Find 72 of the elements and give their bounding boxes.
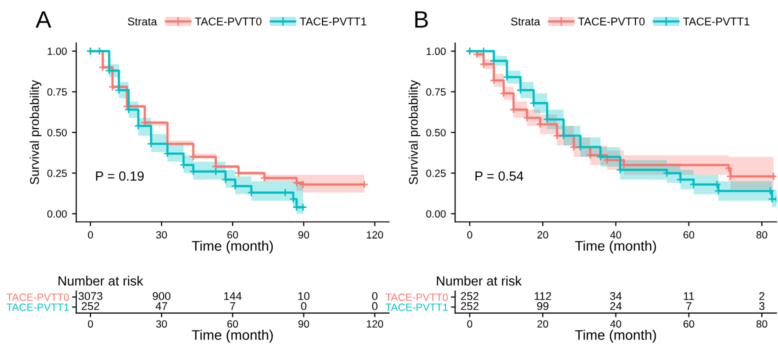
x-tick-label: 90 [298,231,310,239]
y-tick-label: 0.50 [426,128,446,136]
x-tick-label: 80 [756,231,768,239]
legend-label: TACE-PVTT0 [578,18,645,26]
y-tick-label: TACE-PVTT0 [386,294,448,301]
x-tick-label: 120 [366,231,384,239]
annotation: P = 0.19 [96,171,144,181]
data-label: 3073 [78,292,102,300]
x-tick-label: 0 [467,231,472,239]
x-tick-label: 40 [610,320,622,328]
annotation: P = 0.54 [475,171,524,181]
y-tick-label: 1.00 [426,48,446,56]
data-label: 7 [686,302,692,310]
data-label: 47 [156,302,168,310]
legend-label: TACE-PVTT1 [300,18,366,26]
y-tick-label: 0.00 [47,210,67,218]
data-label: 0 [372,292,378,300]
data-label: 99 [537,302,548,310]
x-axis-title: Time (month) [575,240,656,254]
data-label: 2 [759,292,764,300]
data-label: 0 [372,302,378,310]
x-tick-label: 60 [684,320,694,328]
data-label: 252 [82,302,100,310]
x-axis-title: Time (month) [192,240,273,254]
data-label: 144 [224,292,242,300]
chart-title: B [415,11,428,28]
x-tick-label: 0 [467,320,472,328]
y-tick-label: 0.00 [426,210,446,218]
chart-title: Number at risk [58,276,144,286]
data-label: 24 [610,302,622,310]
y-tick-label: TACE-PVTT1 [6,304,69,311]
x-tick-label: 0 [88,231,93,239]
y-tick-label: 0.50 [47,128,67,136]
y-tick-label: TACE-PVTT1 [386,304,448,311]
data-label: 11 [684,292,694,300]
legend-label: TACE-PVTT1 [683,18,750,26]
x-tick-label: 80 [756,320,768,328]
x-tick-label: 90 [298,320,310,328]
data-label: 3 [759,302,764,310]
x-tick-label: 40 [610,231,622,239]
legend-label: TACE-PVTT0 [195,18,262,26]
data-label: 900 [152,292,170,300]
data-label: 112 [534,292,552,300]
data-label: 10 [298,292,310,300]
x-axis-title: Time (month) [192,330,273,343]
data-label: 252 [461,292,478,300]
y-tick-label: 1.00 [48,48,67,56]
legend-title: Strata [511,18,540,26]
x-tick-label: 60 [684,231,694,239]
y-axis-title: Survival probability [408,80,420,184]
data-label: 34 [610,292,622,300]
y-tick-label: 0.75 [47,88,67,96]
y-tick-label: TACE-PVTT0 [6,294,69,301]
y-tick-label: 0.25 [47,170,67,177]
x-tick-label: 60 [227,320,238,328]
x-tick-label: 20 [537,320,548,328]
chart-title: A [36,11,52,28]
data-label: 252 [461,302,478,310]
y-tick-label: 0.25 [426,170,446,177]
data-label: 7 [230,302,236,310]
x-tick-label: 120 [366,320,384,328]
y-axis-title: Survival probability [30,80,42,184]
x-axis-title: Time (month) [575,330,656,343]
legend-title: Strata [128,18,158,26]
x-tick-label: 60 [227,231,238,239]
x-tick-label: 20 [537,231,548,239]
x-tick-label: 30 [156,231,167,239]
data-label: 0 [301,302,306,310]
x-tick-label: 30 [156,320,167,328]
x-tick-label: 0 [88,320,93,328]
chart-title: Number at risk [436,276,522,286]
y-tick-label: 0.75 [426,88,446,96]
